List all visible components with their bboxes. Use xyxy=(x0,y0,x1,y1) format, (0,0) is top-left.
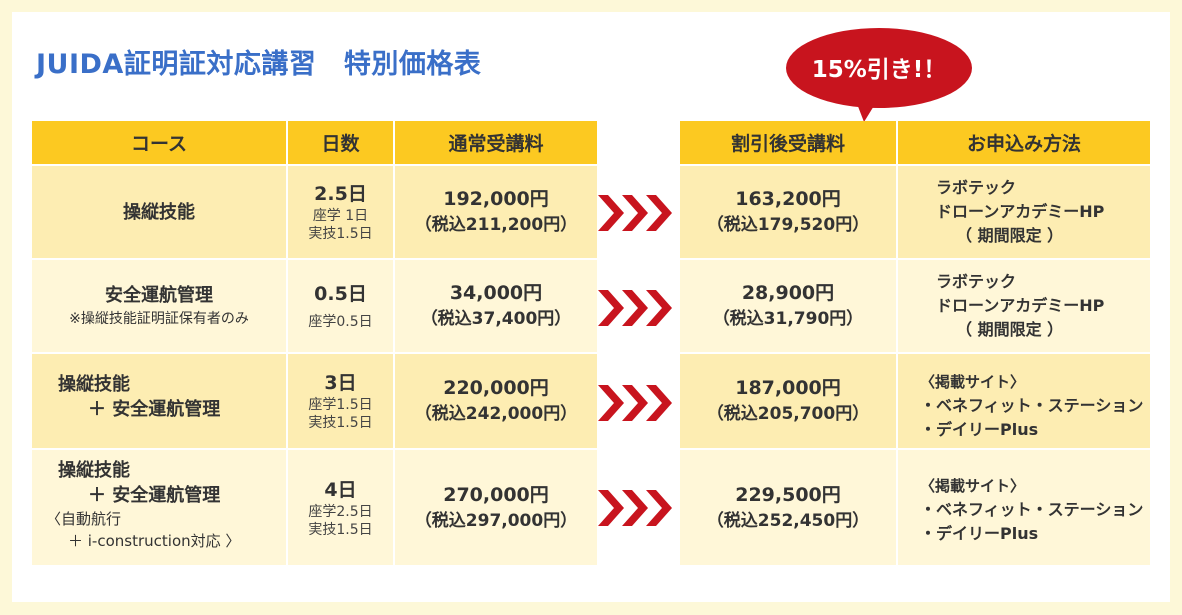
header-regular-fee: 通常受講料 xyxy=(395,121,597,164)
triple-chevron-right-icon xyxy=(598,490,672,526)
method-line: ラボテック xyxy=(936,178,1017,197)
course-extra: ＋ i-construction対応 〉 xyxy=(68,532,241,550)
discount-price-tax: （税込31,790円） xyxy=(712,309,864,329)
regular-fee-cell: 270,000円 （税込297,000円） xyxy=(395,450,597,565)
header-discount-fee: 割引後受講料 xyxy=(680,121,896,164)
days-detail: 座学0.5日 xyxy=(308,314,373,330)
discount-fee-cell: 229,500円 （税込252,450円） xyxy=(680,450,896,565)
days-cell: 0.5日 座学0.5日 xyxy=(288,260,393,352)
method-line: 〈掲載サイト〉 xyxy=(920,373,1026,391)
regular-price: 220,000円 xyxy=(443,377,549,399)
application-method-cell: ラボテック ドローンアカデミーHP （ 期間限定 ） xyxy=(898,166,1150,258)
method-line: ・ベネフィット・ステーション xyxy=(920,396,1144,415)
days-value: 2.5日 xyxy=(314,183,367,205)
days-cell: 3日 座学1.5日 実技1.5日 xyxy=(288,354,393,448)
regular-price: 270,000円 xyxy=(443,483,549,506)
regular-price: 34,000円 xyxy=(449,282,543,304)
regular-price-tax: （税込297,000円） xyxy=(414,510,578,531)
discount-price-tax: （税込205,700円） xyxy=(706,404,870,424)
course-cell: 安全運航管理 ※操縦技能証明証保有者のみ xyxy=(32,260,286,352)
course-cell: 操縦技能 ＋ 安全運航管理 xyxy=(32,354,286,448)
course-name: 操縦技能 xyxy=(58,460,130,481)
course-name: 操縦技能 xyxy=(123,201,195,223)
header-application-method: お申込み方法 xyxy=(898,121,1150,164)
method-line: ラボテック xyxy=(936,272,1017,291)
days-detail: 実技1.5日 xyxy=(308,226,373,242)
discount-price: 163,200円 xyxy=(735,188,841,210)
method-line: ・ベネフィット・ステーション xyxy=(920,500,1144,519)
header-days: 日数 xyxy=(288,121,393,164)
method-line: （ 期間限定 ） xyxy=(956,320,1064,339)
triple-chevron-right-icon xyxy=(598,385,672,421)
method-line: 〈掲載サイト〉 xyxy=(920,477,1026,495)
course-name: 安全運航管理 xyxy=(105,284,213,306)
discount-price: 28,900円 xyxy=(741,282,835,304)
days-detail: 座学2.5日 xyxy=(308,503,373,520)
discount-badge-text: 15%引き!！ xyxy=(812,57,947,83)
discount-badge: 15%引き!！ xyxy=(786,28,972,122)
regular-fee-cell: 192,000円 （税込211,200円） xyxy=(395,166,597,258)
regular-fee-cell: 220,000円 （税込242,000円） xyxy=(395,354,597,448)
days-value: 0.5日 xyxy=(314,283,367,305)
course-cell: 操縦技能 xyxy=(32,166,286,258)
triple-chevron-right-icon xyxy=(598,290,672,326)
discount-price-tax: （税込179,520円） xyxy=(706,215,870,235)
course-cell: 操縦技能 ＋ 安全運航管理 〈自動航行 ＋ i-construction対応 〉 xyxy=(32,450,286,565)
regular-price-tax: （税込242,000円） xyxy=(414,404,578,424)
course-note: ※操縦技能証明証保有者のみ xyxy=(69,310,249,327)
days-value: 3日 xyxy=(324,372,357,394)
regular-price-tax: （税込37,400円） xyxy=(420,309,572,329)
page-title: JUIDA証明証対応講習 特別価格表 xyxy=(36,49,482,80)
method-line: ・デイリーPlus xyxy=(920,420,1039,439)
days-value: 4日 xyxy=(324,478,357,501)
course-name-addon: ＋ 安全運航管理 xyxy=(88,485,221,506)
discount-price-tax: （税込252,450円） xyxy=(706,510,870,531)
course-extra: 〈自動航行 xyxy=(46,510,122,528)
days-detail: 実技1.5日 xyxy=(308,521,373,538)
triple-chevron-right-icon xyxy=(598,195,672,231)
days-detail: 座学1.5日 xyxy=(308,397,373,413)
course-name: 操縦技能 xyxy=(58,374,130,395)
regular-price-tax: （税込211,200円） xyxy=(414,215,578,235)
discount-fee-cell: 28,900円 （税込31,790円） xyxy=(680,260,896,352)
days-detail: 座学 1日 xyxy=(312,208,369,224)
discount-price: 187,000円 xyxy=(735,377,841,399)
days-detail: 実技1.5日 xyxy=(308,415,373,431)
method-line: ・デイリーPlus xyxy=(920,524,1039,543)
application-method-cell: ラボテック ドローンアカデミーHP （ 期間限定 ） xyxy=(898,260,1150,352)
method-line: ドローンアカデミーHP xyxy=(936,202,1105,221)
discount-fee-cell: 187,000円 （税込205,700円） xyxy=(680,354,896,448)
header-course: コース xyxy=(32,121,286,164)
regular-fee-cell: 34,000円 （税込37,400円） xyxy=(395,260,597,352)
method-line: （ 期間限定 ） xyxy=(956,226,1064,245)
discount-price: 229,500円 xyxy=(735,483,841,506)
application-method-cell: 〈掲載サイト〉 ・ベネフィット・ステーション ・デイリーPlus xyxy=(898,450,1150,565)
regular-price: 192,000円 xyxy=(443,188,549,210)
method-line: ドローンアカデミーHP xyxy=(936,296,1105,315)
course-name-addon: ＋ 安全運航管理 xyxy=(88,399,221,420)
days-cell: 2.5日 座学 1日 実技1.5日 xyxy=(288,166,393,258)
application-method-cell: 〈掲載サイト〉 ・ベネフィット・ステーション ・デイリーPlus xyxy=(898,354,1150,448)
discount-fee-cell: 163,200円 （税込179,520円） xyxy=(680,166,896,258)
days-cell: 4日 座学2.5日 実技1.5日 xyxy=(288,450,393,565)
